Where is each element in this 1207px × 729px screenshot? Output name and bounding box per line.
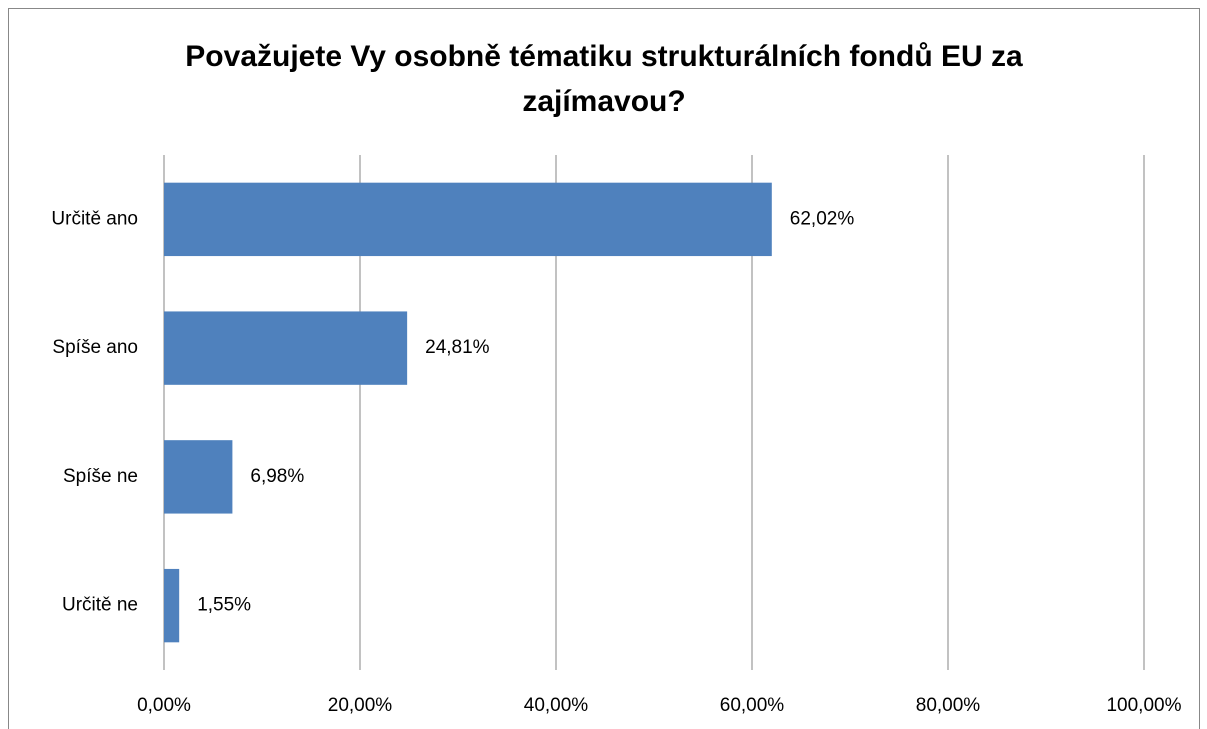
y-tick-label: Spíše ano (52, 337, 138, 358)
x-tick-label: 0,00% (137, 695, 191, 716)
bar (164, 440, 233, 514)
chart-border (8, 8, 1200, 729)
y-tick-label: Spíše ne (63, 466, 138, 487)
data-label: 6,98% (250, 466, 304, 487)
bar (164, 311, 408, 385)
y-tick-label: Určitě ano (51, 208, 138, 229)
x-tick-label: 100,00% (1106, 695, 1181, 716)
chart-title: Považujete Vy osobně tématiku strukturál… (185, 40, 1023, 118)
y-tick-label: Určitě ne (62, 595, 138, 616)
data-label: 24,81% (425, 337, 490, 358)
data-label: 1,55% (197, 595, 251, 616)
data-label: 62,02% (790, 208, 855, 229)
x-tick-label: 80,00% (916, 695, 981, 716)
x-tick-label: 60,00% (720, 695, 785, 716)
x-tick-label: 20,00% (328, 695, 393, 716)
bar (164, 568, 180, 643)
x-tick-label: 40,00% (524, 695, 589, 716)
bar (164, 182, 772, 257)
